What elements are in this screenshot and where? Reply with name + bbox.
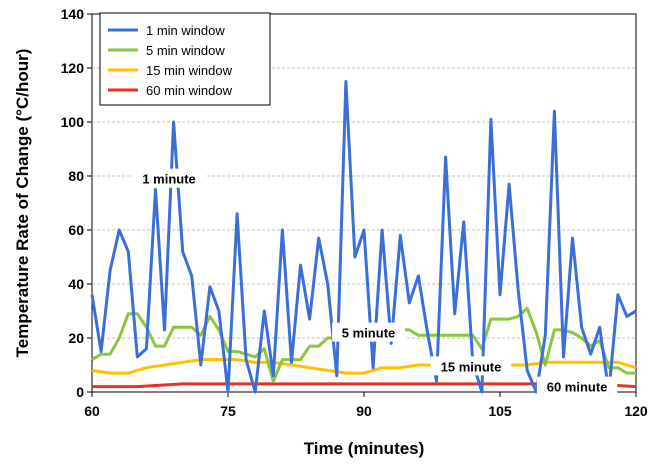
annotation-bg [430, 356, 512, 376]
x-axis-label: Time (minutes) [304, 439, 425, 458]
y-tick-label: 100 [61, 114, 85, 130]
y-tick-label: 40 [68, 276, 84, 292]
annotation-label: 5 minute [342, 326, 395, 341]
x-tick-label: 75 [220, 403, 236, 419]
legend-entry: 60 min window [146, 83, 233, 98]
x-tick-label: 120 [624, 403, 648, 419]
y-tick-label: 140 [61, 6, 85, 22]
annotation-bg [536, 376, 618, 396]
x-tick-label: 90 [356, 403, 372, 419]
x-axis-ticks: 60 75 90 105 120 [84, 392, 648, 419]
series-lines [90, 80, 637, 394]
x-tick-label: 105 [488, 403, 512, 419]
legend-entry: 15 min window [146, 63, 233, 78]
x-tick-label: 60 [84, 403, 100, 419]
legend-entry: 5 min window [146, 43, 225, 58]
y-tick-label: 120 [61, 60, 85, 76]
series-line-1-min-window [90, 80, 637, 394]
annotation-label: 15 minute [441, 359, 502, 374]
y-tick-label: 20 [68, 330, 84, 346]
y-tick-label: 60 [68, 222, 84, 238]
y-axis-label: Temperature Rate of Change (°C/hour) [13, 49, 32, 358]
series-annotations: 1 minute 5 minute 15 minute 60 minute [132, 168, 618, 396]
legend: 1 min window 5 min window 15 min window 60 … [99, 12, 271, 106]
annotation-bg [332, 322, 405, 342]
legend-entry: 1 min window [146, 23, 225, 38]
annotation-label: 1 minute [142, 172, 195, 187]
annotation-bg [132, 168, 206, 188]
y-axis-ticks: 0 20 40 60 80 100 120 140 [61, 6, 92, 400]
y-tick-label: 0 [76, 384, 84, 400]
y-tick-label: 80 [68, 168, 84, 184]
annotation-label: 60 minute [547, 380, 608, 395]
